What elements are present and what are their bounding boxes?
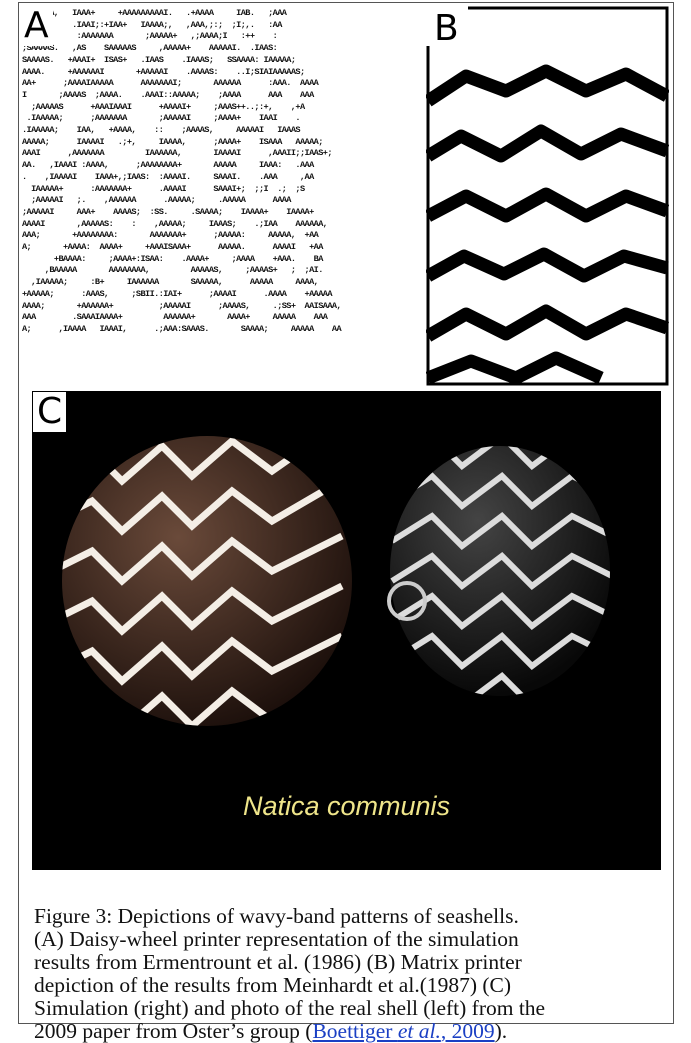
ascii-line: AAAAA; IAAAAI .;+, IAAAA, ;AAAA+ ISAAA A… (22, 137, 341, 149)
ascii-line: ;AAAAAS +AAAIAAAI +AAAAI+ ;AAAS++..;:+, … (22, 102, 341, 114)
caption: Figure 3: Depictions of wavy-band patter… (34, 905, 674, 1043)
caption-line: results from Ermentrount et al. (1986) (… (34, 951, 674, 974)
ascii-line: .+AAAA, IAAA+ +AAAAAAAAAI. .+AAAA IAB. ;… (22, 8, 341, 20)
ascii-line: ,BAAAAA AAAAAAAA, AAAAAS, ;AAAAS+ ; ;AI. (22, 265, 341, 277)
ascii-line: I ;AAAAS ;AAAA. .AAAI::AAAAA; ;AAAA AAA … (22, 90, 341, 102)
panel-label: C (32, 391, 67, 433)
ascii-line: .AAAS :AAAAAAA ;AAAAA+ ,;AAAA;I :++ : (22, 31, 341, 43)
link-text: Boettiger (312, 1019, 397, 1043)
ascii-line: AA. ,IAAAI :AAAA, ;AAAAAAAA+ AAAAA IAAA:… (22, 160, 341, 172)
ascii-line: +BAAAA: ;AAAA+:ISAA: .AAAA+ ;AAAA +AAA. … (22, 254, 341, 266)
ascii-line: .IAAAAA; ;AAAAAAA ;AAAAAI ;AAAA+ IAAI . (22, 113, 341, 125)
ascii-line: ;SAAAAS. ,AS SAAAAAS ,AAAAA+ AAAAAI. .IA… (22, 43, 341, 55)
ascii-line: ,IAAAAA; :B+ IAAAAAA SAAAAA, AAAAA AAAA, (22, 277, 341, 289)
species-name: Natica communis (32, 791, 661, 822)
caption-text: ). (495, 1019, 508, 1043)
ascii-line: A; +AAAA: AAAA+ +AAAISAAA+ AAAAA. AAAAI … (22, 242, 341, 254)
panel-b: B (426, 6, 669, 386)
link-text: et al. (398, 1019, 441, 1043)
ascii-line: A; ,IAAAA IAAAI, .;AAA:SAAAS. SAAAA; AAA… (22, 324, 341, 336)
caption-text: 2009 paper from Oster’s group ( (34, 1019, 312, 1043)
ascii-line: . ,IAAAAI IAAA+,;IAAS: :AAAAI. SAAAI. .A… (22, 172, 341, 184)
link-text: , 2009 (441, 1019, 495, 1043)
page: {"panel_a": {"label": "A", "lines": [ " … (0, 0, 691, 1027)
ascii-line: AAAAA. .IAAI;:+IAA+ IAAAA;, ,AAA,;:; ;I;… (22, 20, 341, 32)
panel-label: A (20, 6, 53, 46)
ascii-line: ;AAAAAI ;. ,AAAAAA .AAAAA; .AAAAA AAAA (22, 195, 341, 207)
ascii-line: AAAA. +AAAAAAI +AAAAAI .AAAAS: ..I;SIAIA… (22, 67, 341, 79)
ascii-line: AA+ ;AAAAIAAAAA AAAAAAAI; AAAAAA :AAA. A… (22, 78, 341, 90)
citation-link[interactable]: Boettiger et al., 2009 (312, 1019, 494, 1043)
caption-line: Simulation (right) and photo of the real… (34, 997, 674, 1020)
ascii-art: .+AAAA, IAAA+ +AAAAAAAAAI. .+AAAA IAB. ;… (22, 8, 341, 336)
shell-photo (62, 436, 352, 726)
caption-line: depiction of the results from Meinhardt … (34, 974, 674, 997)
caption-line: 2009 paper from Oster’s group (Boettiger… (34, 1020, 674, 1043)
ascii-line: .IAAAAA; IAA, +AAAA, :: ;AAAAS, AAAAAI I… (22, 125, 341, 137)
ascii-line: AAAA; +AAAAAA+ ;AAAAAI ;AAAAS, .;SS+ AAI… (22, 301, 341, 313)
ascii-line: ;AAAAAI AAA+ AAAAS; :SS. .SAAAA; IAAAA+ … (22, 207, 341, 219)
ascii-line: AAAI ,AAAAAAA IAAAAAA, IAAAAI ,AAAII;;IA… (22, 148, 341, 160)
ascii-line: AAA .SAAAIAAAA+ AAAAAA+ AAAA+ AAAAA AAA (22, 312, 341, 324)
ascii-line: IAAAAA+ :AAAAAAA+ .AAAAI SAAAI+; ;;I .; … (22, 184, 341, 196)
panel-label: B (434, 8, 459, 49)
caption-line: (A) Daisy-wheel printer representation o… (34, 928, 674, 951)
caption-line: Figure 3: Depictions of wavy-band patter… (34, 905, 674, 928)
panel-a: .+AAAA, IAAA+ +AAAAAAAAAI. .+AAAA IAB. ;… (20, 6, 425, 386)
ascii-line: SAAAAS. +AAAI+ ISAS+ .IAAS .IAAAS; SSAAA… (22, 55, 341, 67)
panel-c: C Natica communis (32, 391, 661, 870)
ascii-line: AAAAI ,AAAAAS: : ,AAAAA; IAAAS; .;IAA AA… (22, 219, 341, 231)
ascii-line: AAA; +AAAAAAAA: AAAAAAA+ ;AAAAA: AAAAA, … (22, 230, 341, 242)
ascii-line: +AAAAA; :AAAS, ;SBII.:IAI+ ;AAAAI .AAAA … (22, 289, 341, 301)
